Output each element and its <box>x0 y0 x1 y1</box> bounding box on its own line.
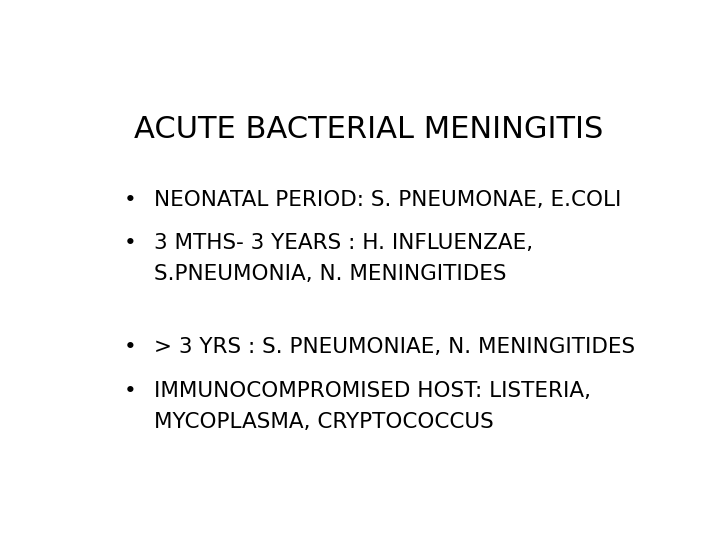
Text: •: • <box>124 381 136 401</box>
Text: •: • <box>124 233 136 253</box>
Text: MYCOPLASMA, CRYPTOCOCCUS: MYCOPLASMA, CRYPTOCOCCUS <box>154 412 494 432</box>
Text: ACUTE BACTERIAL MENINGITIS: ACUTE BACTERIAL MENINGITIS <box>135 114 603 144</box>
Text: •: • <box>124 190 136 210</box>
Text: > 3 YRS : S. PNEUMONIAE, N. MENINGITIDES: > 3 YRS : S. PNEUMONIAE, N. MENINGITIDES <box>154 337 635 357</box>
Text: IMMUNOCOMPROMISED HOST: LISTERIA,: IMMUNOCOMPROMISED HOST: LISTERIA, <box>154 381 591 401</box>
Text: •: • <box>124 337 136 357</box>
Text: 3 MTHS- 3 YEARS : H. INFLUENZAE,: 3 MTHS- 3 YEARS : H. INFLUENZAE, <box>154 233 534 253</box>
Text: S.PNEUMONIA, N. MENINGITIDES: S.PNEUMONIA, N. MENINGITIDES <box>154 265 507 285</box>
Text: NEONATAL PERIOD: S. PNEUMONAE, E.COLI: NEONATAL PERIOD: S. PNEUMONAE, E.COLI <box>154 190 621 210</box>
